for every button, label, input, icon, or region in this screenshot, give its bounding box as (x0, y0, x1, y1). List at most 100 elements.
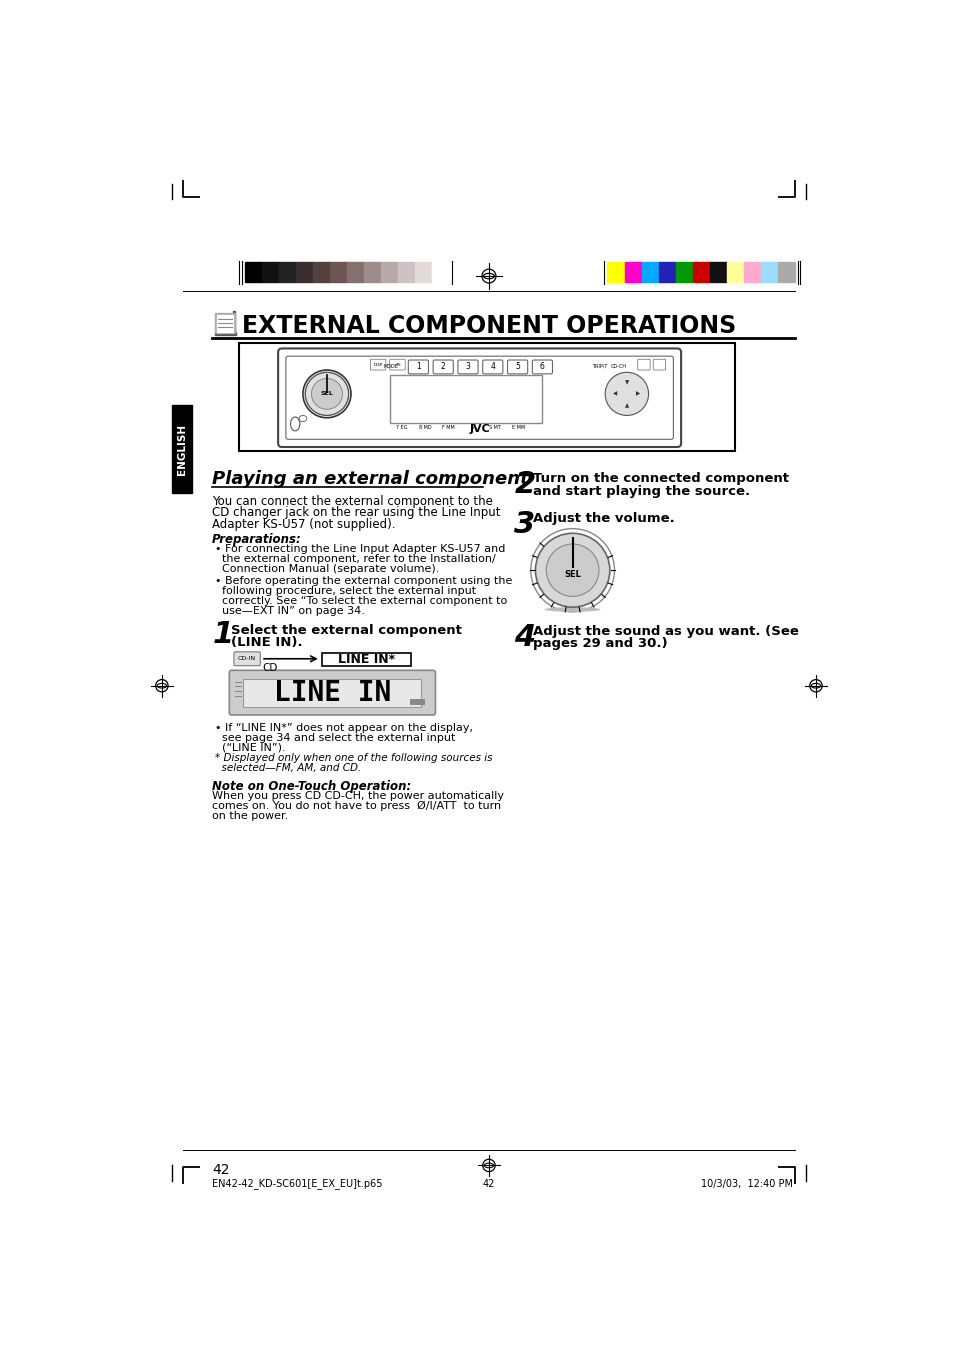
Text: 8 MD: 8 MD (418, 426, 432, 430)
Text: 2: 2 (440, 362, 445, 372)
Text: CD-CH: CD-CH (611, 363, 626, 369)
FancyBboxPatch shape (653, 359, 665, 370)
Bar (261, 262, 278, 282)
FancyBboxPatch shape (433, 359, 453, 374)
Bar (381, 262, 397, 282)
Text: (LINE IN).: (LINE IN). (231, 636, 302, 648)
Text: • If “LINE IN*” does not appear on the display,: • If “LINE IN*” does not appear on the d… (215, 723, 473, 732)
Text: 10/3/03,  12:40 PM: 10/3/03, 12:40 PM (700, 1178, 793, 1189)
Text: 1: 1 (212, 620, 233, 650)
FancyBboxPatch shape (532, 359, 552, 374)
Text: 42: 42 (482, 1178, 495, 1189)
Circle shape (546, 544, 598, 596)
Bar (675, 262, 692, 282)
Text: CD changer jack on the rear using the Line Input: CD changer jack on the rear using the Li… (212, 507, 500, 519)
FancyBboxPatch shape (637, 359, 649, 370)
Text: ◀: ◀ (613, 392, 617, 396)
Text: 3: 3 (514, 511, 536, 539)
Bar (347, 262, 364, 282)
Text: S: S (470, 426, 473, 430)
Text: 4: 4 (490, 362, 495, 372)
Text: 4: 4 (514, 623, 536, 651)
Text: Playing an external component: Playing an external component (212, 470, 529, 488)
Text: see page 34 and select the external input: see page 34 and select the external inpu… (215, 732, 456, 743)
Bar (233, 311, 235, 334)
Bar (641, 262, 658, 282)
Text: Adjust the sound as you want. (See: Adjust the sound as you want. (See (533, 626, 798, 638)
Text: CD-IN: CD-IN (238, 657, 256, 661)
Bar (624, 262, 641, 282)
Text: ▲: ▲ (624, 403, 628, 408)
Text: S MT: S MT (489, 426, 500, 430)
Text: LINE IN: LINE IN (274, 678, 391, 707)
Bar (313, 262, 330, 282)
Ellipse shape (544, 607, 599, 612)
Text: and start playing the source.: and start playing the source. (533, 485, 749, 497)
Circle shape (604, 373, 648, 416)
Bar (239, 343, 735, 451)
Text: EXTERNAL COMPONENT OPERATIONS: EXTERNAL COMPONENT OPERATIONS (241, 315, 735, 338)
Text: JVC: JVC (469, 424, 490, 434)
Text: SEL: SEL (320, 392, 333, 396)
Bar (364, 262, 381, 282)
Bar (245, 262, 261, 282)
Bar (432, 262, 449, 282)
FancyBboxPatch shape (457, 359, 477, 374)
Ellipse shape (291, 417, 299, 431)
Text: 42: 42 (212, 1163, 230, 1177)
Text: correctly. See “To select the external component to: correctly. See “To select the external c… (215, 596, 507, 607)
Text: Note on One-Touch Operation:: Note on One-Touch Operation: (212, 780, 411, 793)
Bar (295, 262, 313, 282)
Text: Adjust the volume.: Adjust the volume. (533, 512, 674, 526)
Text: Turn on the connected component: Turn on the connected component (533, 473, 788, 485)
Text: When you press CD CD-CH, the power automatically: When you press CD CD-CH, the power autom… (212, 792, 504, 801)
FancyBboxPatch shape (482, 359, 502, 374)
Text: Select the external component: Select the external component (231, 624, 461, 638)
Text: E MM: E MM (511, 426, 524, 430)
Text: F MM: F MM (442, 426, 455, 430)
Circle shape (311, 378, 342, 409)
Text: DISP: DISP (373, 362, 382, 366)
Bar (214, 313, 234, 334)
Text: • Before operating the external component using the: • Before operating the external componen… (215, 577, 512, 586)
Text: You can connect the external component to the: You can connect the external component t… (212, 494, 493, 508)
Text: SEL: SEL (563, 570, 580, 580)
Text: 2: 2 (514, 470, 536, 499)
Text: TRIP/T: TRIP/T (592, 363, 607, 369)
Text: (“LINE IN”).: (“LINE IN”). (215, 743, 286, 753)
Text: Adapter KS-U57 (not supplied).: Adapter KS-U57 (not supplied). (212, 517, 395, 531)
Text: the external component, refer to the Installation/: the external component, refer to the Ins… (215, 554, 496, 565)
Text: comes on. You do not have to press  Ø/I/ATT  to turn: comes on. You do not have to press Ø/I/A… (212, 801, 501, 812)
Text: use—EXT IN” on page 34.: use—EXT IN” on page 34. (215, 607, 365, 616)
Text: • For connecting the Line Input Adapter KS-U57 and: • For connecting the Line Input Adapter … (215, 544, 505, 554)
FancyBboxPatch shape (370, 359, 385, 370)
FancyBboxPatch shape (507, 359, 527, 374)
Bar (330, 262, 347, 282)
Bar (243, 678, 421, 707)
Text: pages 29 and 30.): pages 29 and 30.) (533, 638, 667, 650)
Text: on the power.: on the power. (212, 811, 288, 821)
Bar (415, 262, 432, 282)
Text: Preparations:: Preparations: (212, 534, 302, 546)
Text: * Displayed only when one of the following sources is: * Displayed only when one of the followi… (215, 754, 493, 763)
Bar (607, 262, 624, 282)
Bar (743, 262, 760, 282)
FancyBboxPatch shape (286, 357, 673, 439)
Circle shape (305, 373, 348, 416)
Text: Connection Manual (separate volume).: Connection Manual (separate volume). (215, 565, 439, 574)
Text: MODE: MODE (383, 363, 397, 369)
Bar (214, 332, 236, 335)
Bar (692, 262, 709, 282)
Text: 5: 5 (515, 362, 519, 372)
Circle shape (535, 534, 609, 607)
Text: LINE IN*: LINE IN* (338, 653, 395, 666)
FancyBboxPatch shape (233, 651, 260, 666)
Bar (760, 262, 778, 282)
Bar (709, 262, 726, 282)
Text: following procedure, select the external input: following procedure, select the external… (215, 586, 476, 596)
Bar (778, 262, 794, 282)
Bar (390, 376, 541, 423)
Bar (216, 315, 233, 331)
Text: 1: 1 (416, 362, 420, 372)
Bar (397, 262, 415, 282)
